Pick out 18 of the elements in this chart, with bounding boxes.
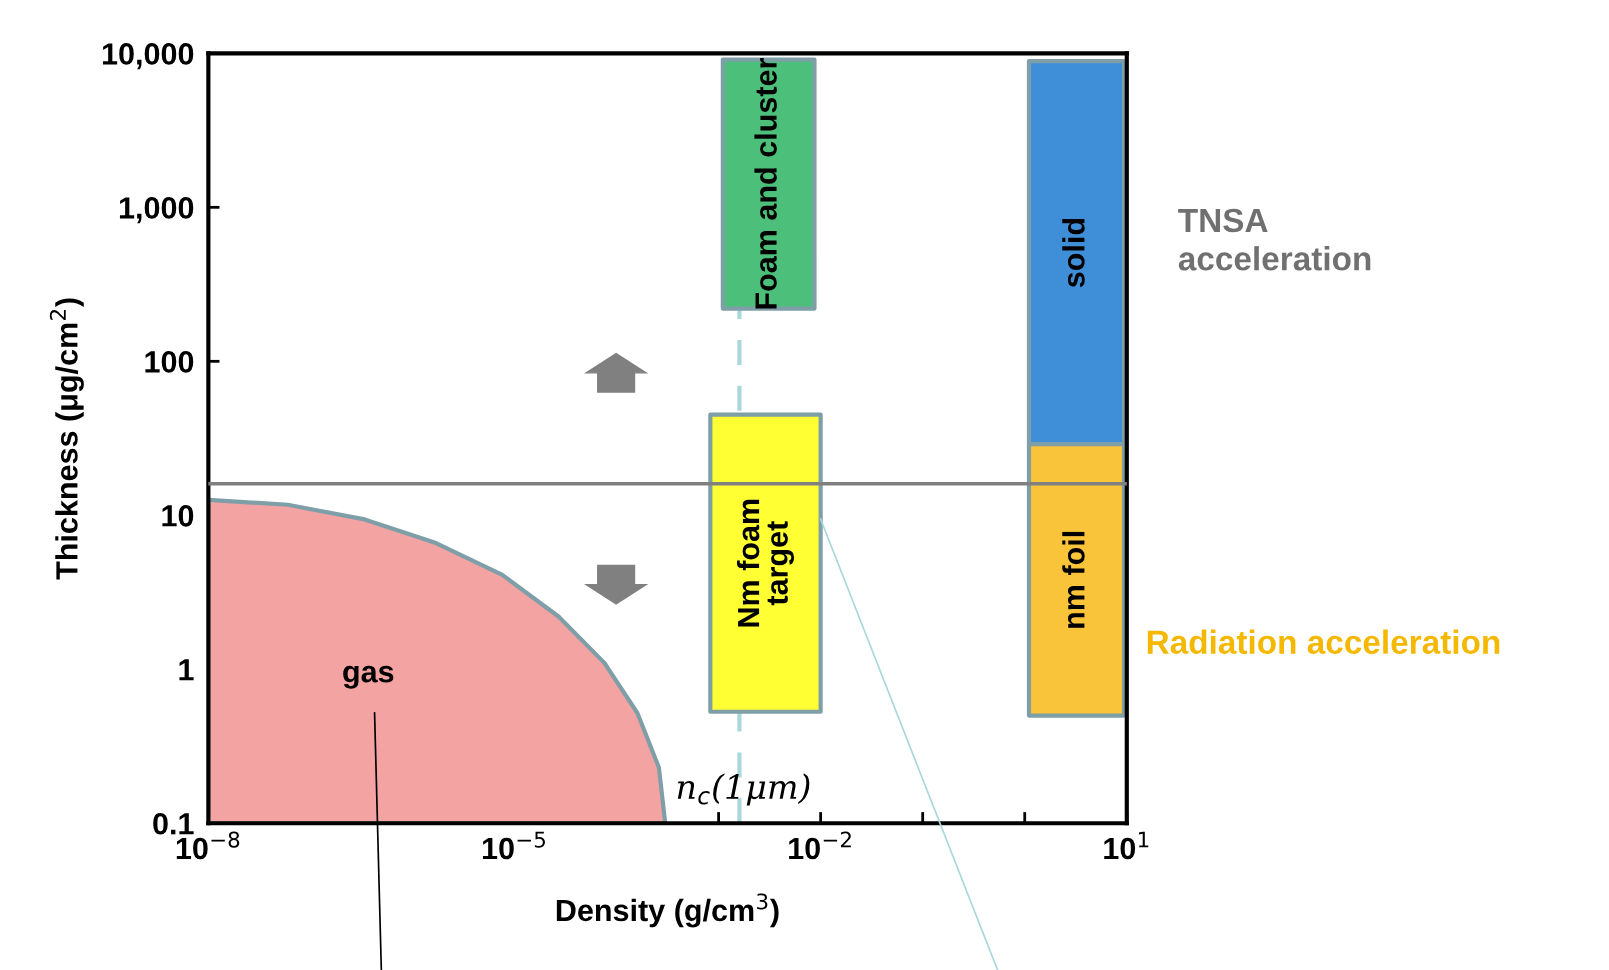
- series-label: nm foil: [1062, 531, 1085, 628]
- y-tick-label: 10: [162, 505, 194, 527]
- y-tick-label: 10,000: [102, 43, 194, 70]
- x-tick-label: 10$^{1}$: [1104, 831, 1149, 860]
- x-axis-title: Density (g/cm$^{3}$): [556, 893, 779, 928]
- series-label: gas: [343, 665, 394, 689]
- y-tick-label: 1,000: [119, 197, 194, 224]
- ref-line-label: n$_{c}$(1μm): [677, 773, 810, 806]
- text: TNSA acceleration: [1178, 208, 1371, 271]
- x-tick-label: 10$^{−2}$: [789, 831, 851, 860]
- y-axis-title: Thickness (μg/cm$^{2}$): [49, 298, 84, 580]
- series-label: solid: [1062, 218, 1085, 288]
- text: Radiation acceleration: [1147, 629, 1500, 654]
- y-tick-label: 100: [145, 351, 194, 373]
- x-tick-label: 10$^{−5}$: [482, 831, 545, 860]
- series-label: Nm foam target: [736, 499, 795, 627]
- y-tick-label: 1: [179, 659, 194, 681]
- series-label: Foam and cluster: [754, 58, 777, 309]
